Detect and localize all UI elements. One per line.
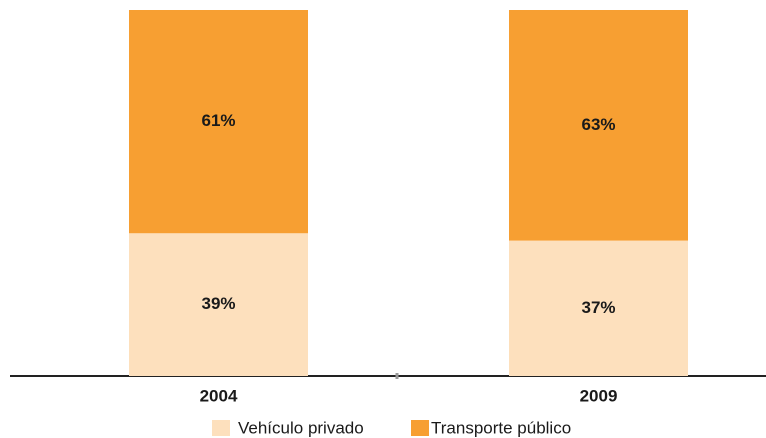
- value-label: 61%: [201, 111, 235, 130]
- bar-segment: [509, 240, 688, 376]
- bar-segment: [509, 10, 688, 241]
- legend-swatch: [411, 420, 429, 436]
- legend-swatch: [212, 420, 230, 436]
- bar-segment: [129, 10, 308, 234]
- legend-label: Vehículo privado: [238, 418, 364, 437]
- value-label: 37%: [581, 298, 615, 317]
- x-tick-label: 2009: [580, 386, 618, 405]
- value-label: 39%: [201, 294, 235, 313]
- x-tick-label: 2004: [200, 386, 238, 405]
- legend-label: Transporte público: [431, 418, 571, 437]
- bar-segment: [129, 233, 308, 376]
- value-label: 63%: [581, 115, 615, 134]
